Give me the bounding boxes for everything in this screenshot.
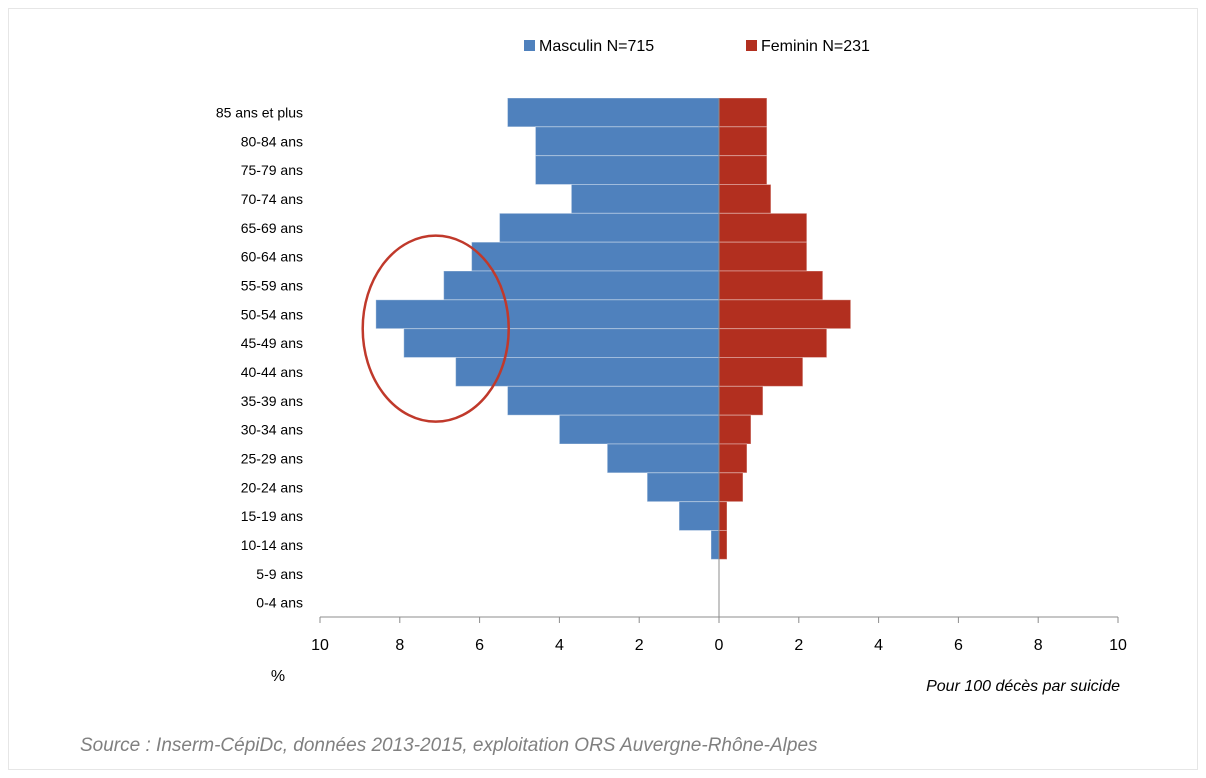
bar-masculin <box>375 299 720 330</box>
category-label: 60-64 ans <box>241 249 303 265</box>
x-tick-label: 4 <box>555 637 564 654</box>
bar-masculin <box>646 472 720 503</box>
bar-feminin <box>718 501 728 531</box>
bar-masculin <box>507 97 720 128</box>
category-label: 65-69 ans <box>241 220 303 236</box>
bar-masculin <box>471 241 720 272</box>
bar-feminin <box>718 357 804 387</box>
category-label: 0-4 ans <box>256 595 303 611</box>
category-label: 85 ans et plus <box>216 104 303 120</box>
bar-feminin <box>718 414 752 445</box>
bar-feminin <box>718 126 768 157</box>
bar-feminin <box>718 328 828 358</box>
bar-feminin <box>718 184 772 214</box>
bar-feminin <box>718 443 748 474</box>
bar-feminin <box>718 530 728 560</box>
bar-masculin <box>534 126 720 157</box>
bar-feminin <box>718 472 744 503</box>
bar-masculin <box>507 385 720 416</box>
bar-masculin <box>558 414 720 445</box>
category-label: 10-14 ans <box>241 537 303 553</box>
x-tick-label: 10 <box>1109 637 1127 654</box>
bar-feminin <box>718 241 808 272</box>
bar-masculin <box>403 328 720 358</box>
category-label: 25-29 ans <box>241 450 303 466</box>
bar-masculin <box>678 501 720 531</box>
category-label: 80-84 ans <box>241 133 303 149</box>
category-label: 55-59 ans <box>241 277 303 293</box>
category-label: 5-9 ans <box>256 566 303 582</box>
category-label: 30-34 ans <box>241 422 303 438</box>
x-axis-title: Pour 100 décès par suicide <box>926 678 1120 695</box>
bar-feminin <box>718 270 824 301</box>
bar-masculin <box>443 270 720 301</box>
legend-label: Feminin N=231 <box>761 38 870 55</box>
x-unit-label: % <box>271 668 285 685</box>
x-tick-label: 10 <box>311 637 329 654</box>
bar-feminin <box>718 385 764 416</box>
category-label: 70-74 ans <box>241 191 303 207</box>
bar-feminin <box>718 299 852 330</box>
x-tick-label: 6 <box>475 637 484 654</box>
bar-masculin <box>570 184 720 214</box>
bar-feminin <box>718 97 768 128</box>
bar-feminin <box>718 212 808 243</box>
category-label: 35-39 ans <box>241 393 303 409</box>
bar-masculin <box>710 530 720 560</box>
category-label: 75-79 ans <box>241 162 303 178</box>
x-tick-label: 4 <box>874 637 883 654</box>
x-tick-label: 8 <box>1034 637 1043 654</box>
chart-frame <box>8 8 1198 770</box>
category-label: 50-54 ans <box>241 306 303 322</box>
x-tick-label: 6 <box>954 637 963 654</box>
bar-masculin <box>606 443 720 474</box>
bar-masculin <box>499 212 720 243</box>
x-tick-label: 8 <box>395 637 404 654</box>
category-label: 20-24 ans <box>241 479 303 495</box>
legend-swatch <box>524 40 535 51</box>
x-tick-label: 2 <box>794 637 803 654</box>
category-label: 15-19 ans <box>241 508 303 524</box>
category-label: 40-44 ans <box>241 364 303 380</box>
legend-swatch <box>746 40 757 51</box>
category-label: 45-49 ans <box>241 335 303 351</box>
x-tick-label: 0 <box>715 637 724 654</box>
x-tick-label: 2 <box>635 637 644 654</box>
annotation-ellipse <box>361 234 510 423</box>
source-note: Source : Inserm-CépiDc, données 2013-201… <box>80 735 818 756</box>
legend-label: Masculin N=715 <box>539 38 654 55</box>
bar-feminin <box>718 155 768 186</box>
bar-masculin <box>534 155 720 186</box>
